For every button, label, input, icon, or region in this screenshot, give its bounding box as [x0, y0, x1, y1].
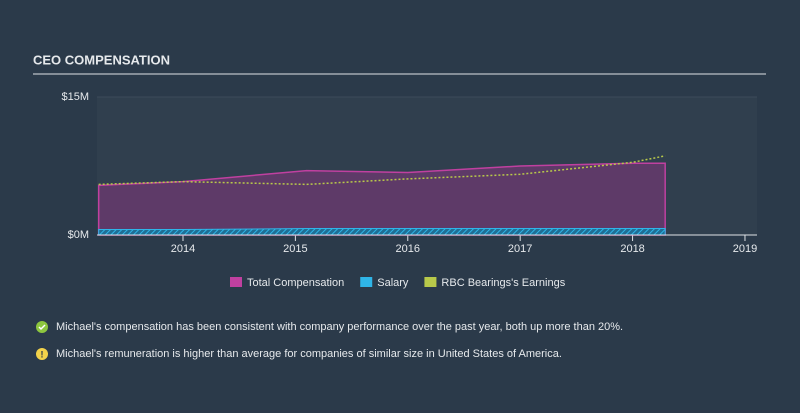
- legend-label: Total Compensation: [247, 277, 344, 289]
- warning-icon: [36, 348, 48, 360]
- legend: Total Compensation Salary RBC Bearings's E…: [230, 277, 566, 289]
- legend-label: RBC Bearings's Earnings: [441, 277, 565, 289]
- y-tick-label: $15M: [61, 91, 89, 103]
- x-tick-label: 2016: [396, 243, 420, 255]
- legend-swatch: [360, 277, 373, 287]
- warning-mark: !: [41, 349, 44, 359]
- earnings-line: [98, 155, 666, 186]
- x-tick-label: 2019: [733, 243, 757, 255]
- x-tick-label: 2014: [171, 243, 195, 255]
- note: Michael's remuneration is higher than av…: [56, 348, 562, 360]
- legend-swatch: [424, 277, 437, 287]
- chart-title: CEO COMPENSATION: [33, 52, 170, 67]
- x-tick-label: 2018: [620, 243, 644, 255]
- salary-area: [98, 228, 666, 236]
- x-tick-label: 2017: [508, 243, 532, 255]
- legend-swatch: [230, 277, 242, 287]
- legend-label: Salary: [377, 277, 409, 289]
- x-tick-label: 2015: [283, 243, 307, 255]
- y-tick-label: $0M: [68, 229, 89, 241]
- note: Michael's compensation has been consiste…: [56, 321, 623, 333]
- check-mark: [38, 324, 46, 331]
